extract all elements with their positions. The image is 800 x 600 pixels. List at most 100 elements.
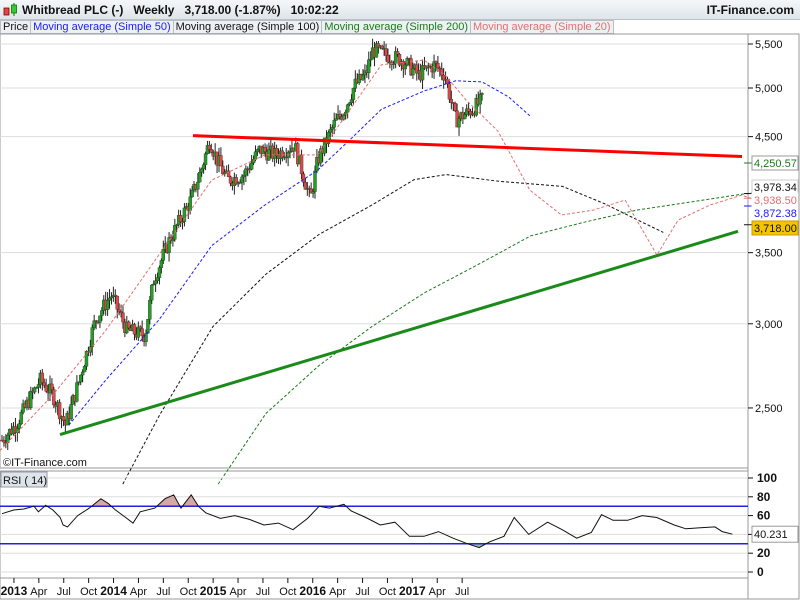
candle-down bbox=[338, 114, 342, 117]
candle-down bbox=[466, 108, 471, 112]
y-tick-label: 5,000 bbox=[755, 83, 783, 95]
rsi-tick-label: 80 bbox=[757, 490, 771, 504]
candle-down bbox=[449, 98, 454, 103]
y-tick-label: 3,000 bbox=[755, 319, 783, 331]
x-tick-label: 2016 bbox=[299, 584, 326, 598]
candle-down bbox=[52, 389, 56, 406]
candle-up bbox=[478, 93, 482, 105]
x-tick-label: Jul bbox=[156, 586, 170, 598]
candle-down bbox=[296, 143, 300, 165]
last-price-change: 3,718.00 (-1.87%) bbox=[184, 3, 281, 17]
candle-up bbox=[80, 371, 85, 376]
time: 10:02:22 bbox=[290, 3, 339, 17]
candle-down bbox=[380, 45, 384, 49]
candle-up bbox=[330, 126, 334, 130]
candle-up bbox=[144, 332, 148, 343]
candle-up bbox=[82, 366, 87, 373]
candle-up bbox=[29, 390, 33, 408]
candle-down bbox=[301, 173, 306, 183]
candle-up bbox=[201, 164, 206, 170]
candle-up bbox=[203, 153, 208, 165]
candlestick-logo-icon bbox=[3, 3, 17, 16]
resistance-trendline[interactable] bbox=[192, 134, 743, 159]
x-tick-label: Jul bbox=[356, 586, 370, 598]
candle-up bbox=[84, 350, 89, 367]
value-label: 3,978.34 bbox=[754, 182, 797, 194]
value-label: 3,872.38 bbox=[754, 208, 797, 220]
legend-item-3[interactable]: Moving average (Simple 200) bbox=[321, 20, 472, 34]
ma200-line bbox=[217, 188, 780, 485]
candle-down bbox=[209, 149, 214, 153]
candle-up bbox=[463, 114, 467, 120]
candle-up bbox=[155, 277, 160, 281]
candle-up bbox=[351, 88, 356, 100]
candle-down bbox=[219, 155, 223, 167]
candle-down bbox=[178, 215, 183, 222]
candle-down bbox=[132, 324, 137, 335]
candle-up bbox=[32, 387, 37, 393]
candle-down bbox=[2, 440, 6, 443]
x-tick-label: Oct bbox=[379, 586, 396, 598]
candle-down bbox=[226, 170, 231, 178]
candle-up bbox=[420, 65, 425, 81]
rsi-tick-label: 60 bbox=[757, 509, 771, 523]
price-plot-area bbox=[0, 33, 749, 469]
candle-up bbox=[146, 319, 150, 334]
candle-up bbox=[311, 191, 315, 194]
x-tick-label: Jul bbox=[455, 586, 469, 598]
period: Weekly bbox=[133, 3, 175, 17]
candle-up bbox=[255, 149, 260, 152]
candle-up bbox=[480, 93, 484, 95]
x-tick-label: 2014 bbox=[100, 584, 127, 598]
x-tick-label: 2013 bbox=[1, 584, 28, 598]
x-tick-label: Oct bbox=[279, 586, 296, 598]
candle-up bbox=[171, 238, 175, 242]
candle-up bbox=[150, 284, 154, 301]
x-tick-label: Apr bbox=[130, 586, 147, 598]
y-tick-label: 4,500 bbox=[755, 132, 783, 144]
watermark: ©IT-Finance.com bbox=[3, 457, 87, 469]
candle-down bbox=[42, 382, 46, 386]
candle-up bbox=[313, 170, 317, 192]
value-label-box bbox=[751, 220, 799, 236]
candle-up bbox=[345, 104, 350, 113]
candle-up bbox=[347, 102, 352, 105]
candle-up bbox=[249, 162, 254, 170]
candle-up bbox=[157, 267, 162, 278]
candle-up bbox=[328, 128, 333, 133]
candle-up bbox=[457, 118, 461, 128]
candle-up bbox=[90, 327, 94, 347]
candle-up bbox=[17, 423, 21, 429]
rsi-tick-label: 100 bbox=[757, 471, 777, 485]
rsi-plot-area bbox=[0, 470, 749, 579]
x-tick-label: Apr bbox=[329, 586, 346, 598]
candle-down bbox=[57, 402, 62, 420]
support-trendline[interactable] bbox=[59, 229, 739, 436]
candle-up bbox=[19, 412, 23, 424]
legend-item-2[interactable]: Moving average (Simple 100) bbox=[172, 20, 323, 34]
candle-down bbox=[40, 372, 45, 383]
candle-down bbox=[436, 63, 440, 69]
candle-up bbox=[190, 189, 194, 198]
legend-item-1[interactable]: Moving average (Simple 50) bbox=[30, 20, 174, 34]
candle-down bbox=[50, 383, 54, 390]
y-tick-label: 5,500 bbox=[755, 39, 783, 51]
candle-up bbox=[223, 172, 227, 175]
candle-down bbox=[434, 61, 438, 64]
candle-up bbox=[100, 310, 104, 317]
value-label-box bbox=[751, 155, 799, 171]
candle-down bbox=[207, 145, 212, 150]
candle-down bbox=[140, 328, 144, 337]
chart-title: Whitbread PLC (-) Weekly 3,718.00 (-1.87… bbox=[22, 3, 339, 17]
value-label: 3,938.50 bbox=[754, 195, 797, 207]
candle-down bbox=[121, 312, 125, 323]
price-axis bbox=[747, 33, 800, 600]
candle-up bbox=[349, 99, 354, 104]
candle-up bbox=[107, 297, 112, 301]
instrument-name: Whitbread PLC (-) bbox=[22, 3, 124, 17]
candle-up bbox=[196, 181, 200, 190]
candle-down bbox=[384, 48, 388, 56]
x-tick-label: 2015 bbox=[200, 584, 227, 598]
x-tick-label: Oct bbox=[180, 586, 197, 598]
